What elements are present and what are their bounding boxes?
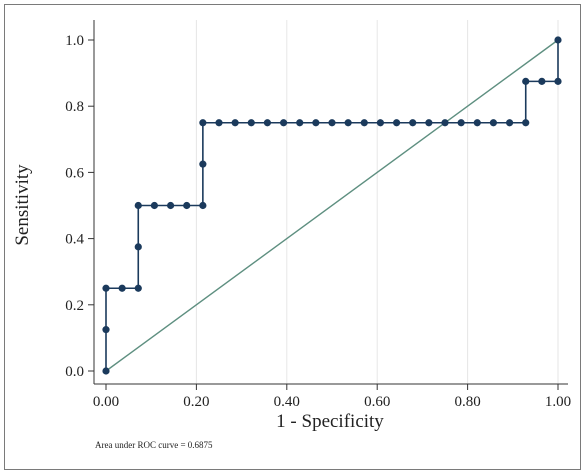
roc-point	[231, 119, 239, 127]
y-tick-label: 0.8	[65, 99, 84, 115]
roc-point	[183, 201, 191, 210]
roc-point	[554, 36, 562, 44]
roc-point	[296, 119, 304, 127]
roc-point	[312, 119, 320, 127]
roc-point	[457, 119, 465, 127]
roc-point	[344, 119, 352, 127]
roc-point	[150, 201, 159, 210]
y-tick-label: 0.2	[65, 298, 84, 314]
x-tick-label: 0.00	[93, 394, 119, 410]
roc-point	[522, 77, 530, 85]
roc-point	[505, 119, 514, 127]
roc-point	[522, 119, 530, 127]
reference-line-group	[105, 39, 559, 372]
roc-point	[199, 119, 207, 127]
roc-point	[199, 201, 207, 210]
roc-point	[134, 243, 142, 251]
roc-point	[409, 119, 417, 127]
chart-frame	[4, 4, 581, 470]
grid-lines	[195, 20, 559, 384]
roc-point	[392, 119, 401, 127]
x-axis-title: 1 - Specificity	[276, 411, 384, 432]
roc-point	[263, 119, 272, 127]
x-tick-label: 0.20	[183, 394, 209, 410]
y-tick-label: 0.6	[65, 165, 84, 181]
roc-point	[134, 201, 142, 210]
roc-point	[102, 367, 110, 375]
roc-point	[102, 284, 110, 292]
y-tick-label: 0.0	[65, 364, 84, 380]
x-tick-label: 0.80	[454, 394, 480, 410]
roc-point	[199, 160, 207, 168]
roc-point	[102, 326, 110, 334]
roc-point	[538, 77, 546, 85]
tick-labels: 0.00 0.20 0.40 0.60 0.80 1.00 0.0 0.2 0.4 0.6 0.8 1…	[65, 33, 571, 410]
y-axis-title: Sensitivity	[12, 164, 33, 246]
roc-point	[425, 119, 433, 127]
y-tick-label: 0.4	[65, 232, 84, 248]
roc-point	[279, 119, 288, 127]
roc-point	[118, 284, 126, 292]
roc-point	[247, 119, 255, 127]
roc-point	[360, 119, 368, 127]
axes	[93, 20, 568, 385]
y-tick-label: 1.0	[65, 33, 84, 49]
x-tick-label: 0.40	[274, 394, 300, 410]
roc-point	[473, 119, 481, 127]
roc-point	[376, 119, 385, 127]
roc-point	[215, 119, 223, 127]
x-tick-label: 0.60	[364, 394, 390, 410]
reference-line	[105, 39, 559, 372]
roc-point	[554, 77, 562, 85]
roc-point	[166, 201, 175, 210]
tick-marks	[88, 39, 559, 390]
roc-point	[441, 119, 449, 127]
roc-point	[328, 119, 336, 127]
roc-points	[102, 36, 562, 375]
roc-point	[489, 119, 498, 127]
x-tick-label: 1.00	[545, 394, 571, 410]
auc-annotation: Area under ROC curve = 0.6875	[95, 440, 213, 450]
roc-point	[134, 284, 142, 292]
